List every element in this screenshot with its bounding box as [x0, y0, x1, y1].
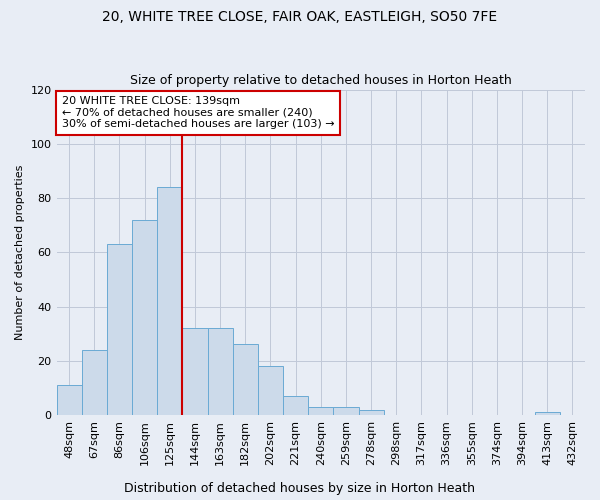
- Bar: [535, 412, 560, 415]
- Bar: [233, 344, 258, 415]
- Bar: [157, 187, 182, 415]
- Text: 20 WHITE TREE CLOSE: 139sqm
← 70% of detached houses are smaller (240)
30% of se: 20 WHITE TREE CLOSE: 139sqm ← 70% of det…: [62, 96, 334, 130]
- Bar: [208, 328, 233, 415]
- Text: Distribution of detached houses by size in Horton Heath: Distribution of detached houses by size …: [125, 482, 476, 495]
- Bar: [56, 385, 82, 415]
- Title: Size of property relative to detached houses in Horton Heath: Size of property relative to detached ho…: [130, 74, 512, 87]
- Bar: [107, 244, 132, 415]
- Bar: [132, 220, 157, 415]
- Bar: [258, 366, 283, 415]
- Bar: [283, 396, 308, 415]
- Bar: [182, 328, 208, 415]
- Bar: [334, 407, 359, 415]
- Bar: [359, 410, 383, 415]
- Bar: [308, 407, 334, 415]
- Bar: [82, 350, 107, 415]
- Text: 20, WHITE TREE CLOSE, FAIR OAK, EASTLEIGH, SO50 7FE: 20, WHITE TREE CLOSE, FAIR OAK, EASTLEIG…: [103, 10, 497, 24]
- Y-axis label: Number of detached properties: Number of detached properties: [15, 164, 25, 340]
